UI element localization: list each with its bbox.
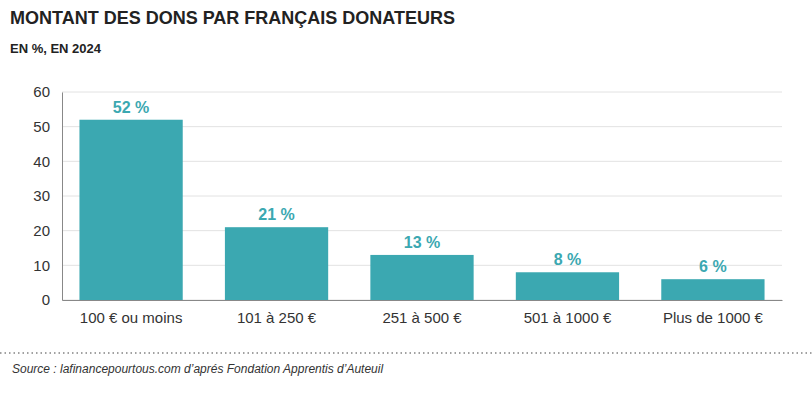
y-tick-label: 10 — [33, 257, 50, 274]
bar — [661, 279, 764, 300]
y-tick-label: 30 — [33, 187, 50, 204]
y-tick: 50 — [33, 118, 62, 135]
bar — [516, 272, 619, 300]
chart: MONTANT DES DONS PAR FRANÇAIS DONATEURS E… — [0, 0, 812, 398]
data-label: 52 % — [113, 99, 149, 116]
x-axis: 100 € ou moins 101 à 250 € 251 à 500 € 501 … — [63, 300, 783, 326]
x-tick-label: 100 € ou moins — [80, 309, 183, 326]
bar — [79, 120, 182, 300]
y-tick: 40 — [33, 153, 62, 170]
bars — [79, 120, 764, 300]
x-tick: Plus de 1000 € — [663, 300, 764, 326]
x-tick-label: 101 à 250 € — [237, 309, 317, 326]
x-tick: 100 € ou moins — [80, 300, 183, 326]
plot-area: 0 10 20 30 40 50 60 100 € ou moins 101 à 250 € 25… — [33, 83, 782, 325]
x-tick: 101 à 250 € — [237, 300, 317, 326]
y-axis-line — [62, 93, 63, 301]
y-tick-label: 20 — [33, 222, 50, 239]
x-tick: 251 à 500 € — [382, 300, 462, 326]
data-label: 8 % — [554, 251, 582, 268]
source: Source : lafinancepourtous.com d’aprés F… — [12, 362, 383, 376]
y-tick-label: 60 — [33, 83, 50, 100]
data-label: 6 % — [699, 258, 727, 275]
y-tick-label: 50 — [33, 118, 50, 135]
grid — [62, 92, 782, 300]
x-tick-label: Plus de 1000 € — [663, 309, 764, 326]
x-tick-label: 251 à 500 € — [382, 309, 462, 326]
x-tick-label: 501 à 1000 € — [524, 309, 612, 326]
data-label: 21 % — [258, 206, 294, 223]
x-tick: 501 à 1000 € — [524, 300, 612, 326]
title: MONTANT DES DONS PAR FRANÇAIS DONATEURS — [10, 8, 455, 28]
data-labels: 52 % 21 % 13 % 8 % 6 % — [113, 99, 727, 275]
x-axis-line — [63, 300, 783, 301]
y-axis: 0 10 20 30 40 50 60 — [33, 83, 62, 308]
grid-line — [62, 92, 782, 93]
y-tick: 60 — [33, 83, 62, 100]
y-tick-label: 0 — [42, 291, 50, 308]
y-tick: 0 — [42, 291, 62, 308]
subtitle: EN %, EN 2024 — [10, 41, 102, 56]
bar — [370, 255, 473, 300]
data-label: 13 % — [404, 234, 440, 251]
bar — [225, 227, 328, 300]
y-tick: 10 — [33, 257, 62, 274]
separator — [0, 352, 812, 353]
y-tick-label: 40 — [33, 153, 50, 170]
y-tick: 20 — [33, 222, 62, 239]
y-tick: 30 — [33, 187, 62, 204]
